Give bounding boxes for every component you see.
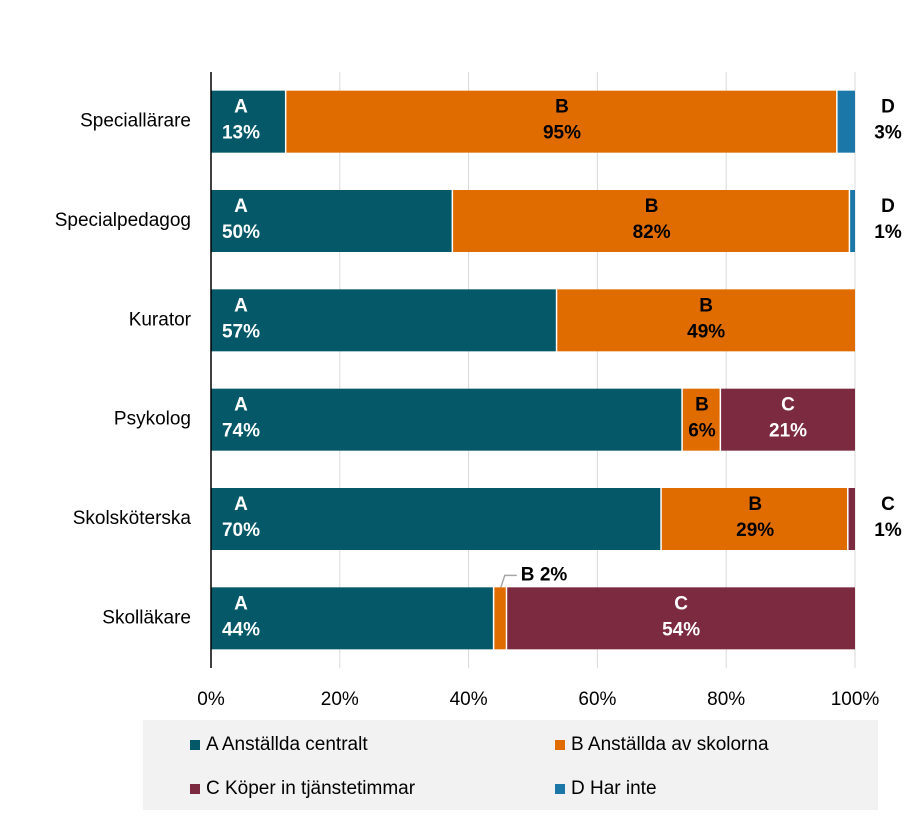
data-label: 57% — [222, 321, 260, 342]
legend-box — [143, 720, 878, 810]
y-tick-label: Kurator — [129, 309, 192, 330]
data-label: 6% — [688, 421, 716, 442]
data-label: C — [674, 593, 688, 614]
data-label: A — [234, 196, 248, 217]
data-label: 70% — [222, 520, 260, 541]
bar-segment — [557, 289, 855, 352]
bar-segment — [848, 488, 855, 550]
y-tick-label: Skolläkare — [102, 607, 191, 628]
data-label: 82% — [633, 222, 671, 243]
bar-segment — [211, 388, 682, 451]
legend-label: A Anställda centralt — [206, 734, 368, 755]
bar-segment — [507, 587, 855, 650]
x-tick-label: 100% — [831, 689, 880, 710]
bar-segment — [850, 190, 855, 252]
data-label: 74% — [222, 421, 260, 442]
data-label: A — [234, 97, 248, 118]
x-tick-label: 0% — [197, 689, 225, 710]
bar-segment — [286, 90, 837, 153]
data-label: 54% — [662, 619, 700, 640]
bar-segment — [682, 388, 720, 451]
bar-segment — [211, 289, 556, 352]
bar-segment — [211, 90, 285, 153]
legend-swatch — [555, 784, 565, 794]
data-label: B — [555, 97, 569, 118]
bar-segment — [721, 388, 855, 451]
data-label: B — [645, 196, 659, 217]
data-label: C — [781, 395, 795, 416]
data-label: D — [881, 97, 895, 118]
data-label: A — [234, 395, 248, 416]
data-label: B — [748, 494, 762, 515]
data-label: A — [234, 593, 248, 614]
data-label: B — [695, 395, 709, 416]
x-tick-label: 60% — [578, 689, 616, 710]
bar-segment — [494, 587, 506, 650]
data-label-letter: B — [521, 564, 535, 585]
leader-line — [500, 574, 517, 588]
y-tick-label: Specialpedagog — [55, 210, 191, 231]
legend-label: D Har inte — [571, 778, 657, 799]
x-tick-label: 40% — [450, 689, 488, 710]
bar-segment — [661, 488, 848, 550]
bar-segment — [211, 587, 493, 650]
legend-label: C Köper in tjänstetimmar — [206, 778, 416, 799]
data-label: 49% — [687, 321, 725, 342]
legend-label: B Anställda av skolorna — [571, 734, 769, 755]
y-tick-label: Skolsköterska — [73, 508, 192, 529]
data-label: 13% — [222, 123, 260, 144]
data-label: 3% — [874, 123, 902, 144]
data-label: 44% — [222, 619, 260, 640]
bar-segment — [837, 90, 855, 153]
data-label: B — [699, 295, 713, 316]
data-label: C — [881, 494, 895, 515]
x-tick-label: 80% — [707, 689, 745, 710]
y-tick-label: Speciallärare — [80, 111, 191, 132]
y-tick-label: Psykolog — [114, 409, 191, 430]
data-label-value: 2% — [540, 564, 568, 585]
data-label: 21% — [769, 421, 807, 442]
legend-swatch — [190, 740, 200, 750]
data-label: B 2% — [521, 564, 568, 585]
grid — [339, 72, 856, 668]
data-label: 1% — [874, 520, 902, 541]
data-label: D — [881, 196, 895, 217]
x-tick-label: 20% — [321, 689, 359, 710]
data-label: A — [234, 295, 248, 316]
bar-segment — [211, 488, 661, 550]
data-label: 29% — [736, 520, 774, 541]
legend-swatch — [555, 740, 565, 750]
bar-segment — [211, 190, 452, 252]
bar-segment — [453, 190, 849, 252]
data-label: 95% — [543, 123, 581, 144]
data-label: A — [234, 494, 248, 515]
legend-swatch — [190, 784, 200, 794]
data-label: 1% — [874, 222, 902, 243]
data-label: 50% — [222, 222, 260, 243]
